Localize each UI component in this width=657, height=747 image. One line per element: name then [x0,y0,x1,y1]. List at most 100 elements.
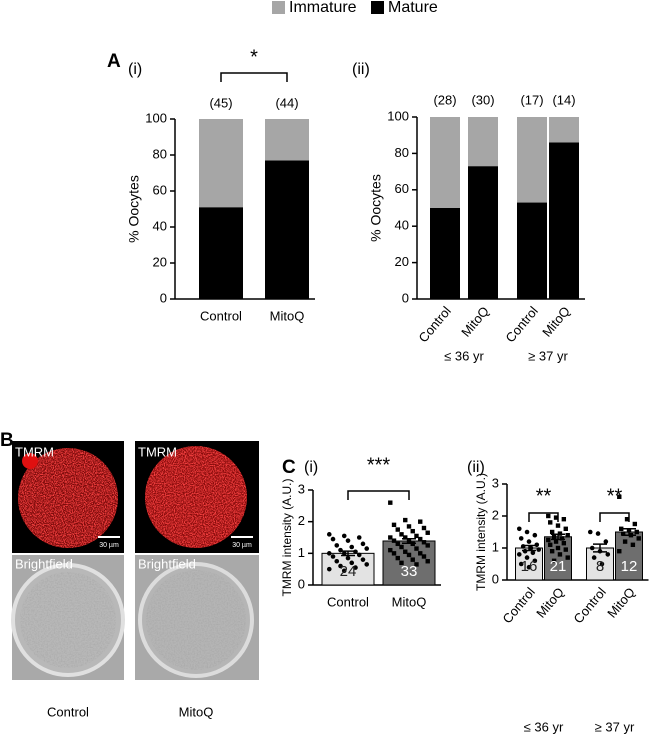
bar-segment [517,117,547,203]
legend-swatch [272,1,285,14]
n-label: (30) [471,92,494,107]
oocyte-texture [20,572,116,668]
data-point [425,543,430,548]
data-point [403,517,408,523]
condition-label: MitoQ [179,704,214,719]
data-point [414,533,419,539]
data-point [326,566,332,572]
y-tick-label: 0 [492,571,499,586]
data-point [617,494,622,499]
y-tick-label: 60 [153,182,167,197]
data-point [425,530,430,535]
bar-segment [517,202,547,299]
significance-bracket [599,512,630,522]
data-point [516,552,522,557]
data-point [622,539,628,544]
data-point [549,529,555,535]
n-label: 21 [550,558,567,575]
x-tick-label: Control [502,303,541,345]
bar-segment [265,119,309,161]
stain-label: TMRM [15,444,54,459]
data-point [356,535,362,540]
bar-segment [549,142,579,299]
data-point [345,555,351,561]
y-axis-label: % Oocytes [126,175,142,243]
data-point [395,527,400,532]
y-tick-label: 3 [492,475,499,490]
data-point [546,513,551,519]
data-point [591,555,597,560]
data-point [399,560,404,566]
data-point [553,515,559,520]
data-point [349,560,355,566]
error-bar [593,543,607,553]
n-label: (14) [552,92,575,107]
data-point [388,500,393,505]
y-tick-label: 0 [402,290,409,305]
data-point [341,551,347,556]
x-tick-label: MitoQ [533,584,567,620]
stain-label: TMRM [138,444,177,459]
data-point [632,521,638,527]
x-tick-label: MitoQ [539,303,573,339]
panel-subtitle: (i) [304,459,318,476]
oocyte-texture [146,570,246,670]
data-point [418,536,423,542]
data-point [549,549,555,554]
data-point [391,538,397,543]
x-tick-label: MitoQ [392,594,427,609]
n-label: 16 [521,558,538,575]
data-point [341,568,347,574]
y-axis-label: % Oocytes [368,174,384,242]
y-tick-label: 80 [153,146,167,161]
x-tick-label: Control [200,308,242,323]
data-point [418,519,423,524]
panel-label: A [107,51,121,72]
x-tick-label: Control [327,594,369,609]
y-axis-label: TMRM intensity (A.U.) [280,478,294,596]
data-point [395,541,400,547]
data-point [518,536,524,541]
n-label: (44) [275,95,298,110]
data-point [553,539,559,544]
data-point [595,531,601,536]
data-point [421,540,427,545]
group-label: ≤ 36 yr [444,348,484,363]
data-point [524,555,530,560]
data-point [516,526,522,532]
significance-label: ** [607,485,623,507]
data-point [551,558,557,563]
data-point [414,562,419,567]
x-tick-label: MitoQ [604,584,638,620]
significance-bracket [347,490,410,500]
y-tick-label: 2 [492,507,499,522]
data-point [524,529,530,535]
data-point [589,545,595,551]
data-point [546,537,551,543]
brightfield-label: Brightfield [15,556,73,571]
significance-bracket [220,72,288,82]
data-point [605,552,611,557]
data-point [356,552,362,558]
legend-label: Immature [289,0,357,16]
x-tick-label: Control [570,584,609,626]
x-tick-label: MitoQ [270,308,305,323]
n-label: (28) [433,92,456,107]
y-tick-label: 40 [153,218,167,233]
data-point [353,565,358,570]
data-point [563,526,568,531]
error-bar [551,533,565,541]
y-tick-label: 0 [298,576,305,591]
scale-label: 30 µm [232,542,252,549]
data-point [565,533,570,538]
error-bar [522,544,536,552]
data-point [526,539,532,544]
data-point [528,545,534,551]
oocyte-texture [145,446,247,548]
error-bar [622,528,636,536]
data-point [563,547,568,552]
bar-segment [430,117,460,208]
legend-label: Mature [388,0,438,16]
error-bar [402,538,416,544]
